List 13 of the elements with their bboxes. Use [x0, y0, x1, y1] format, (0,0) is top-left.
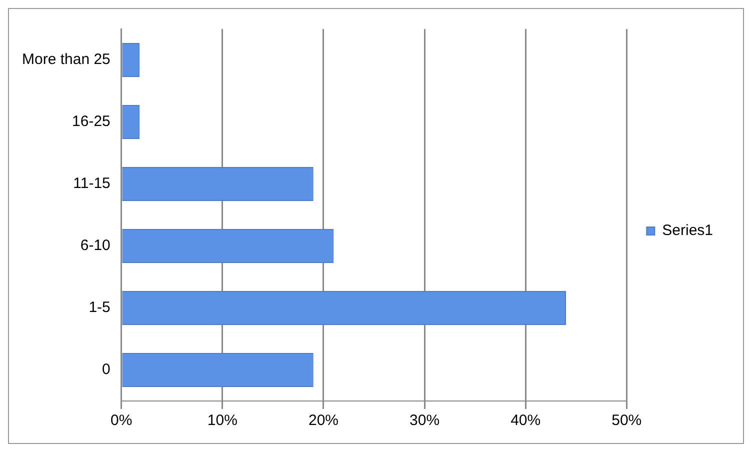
x-tick-label: 50% [612, 412, 642, 430]
y-tick-label: 0 [102, 361, 110, 378]
legend-label: Series1 [662, 222, 713, 240]
x-tick-label: 0% [110, 412, 132, 430]
x-tick-label: 40% [510, 412, 541, 430]
x-tick-label: 10% [207, 412, 238, 430]
x-tick-label: 30% [410, 412, 440, 430]
y-tick-label: 1-5 [88, 299, 110, 316]
y-tick-label: 6-10 [80, 237, 110, 254]
y-tick-label: More than 25 [22, 51, 110, 68]
y-tick-label: 11-15 [73, 175, 110, 192]
x-tick-label: 20% [308, 412, 339, 430]
y-tick-label: 16-25 [72, 113, 110, 130]
